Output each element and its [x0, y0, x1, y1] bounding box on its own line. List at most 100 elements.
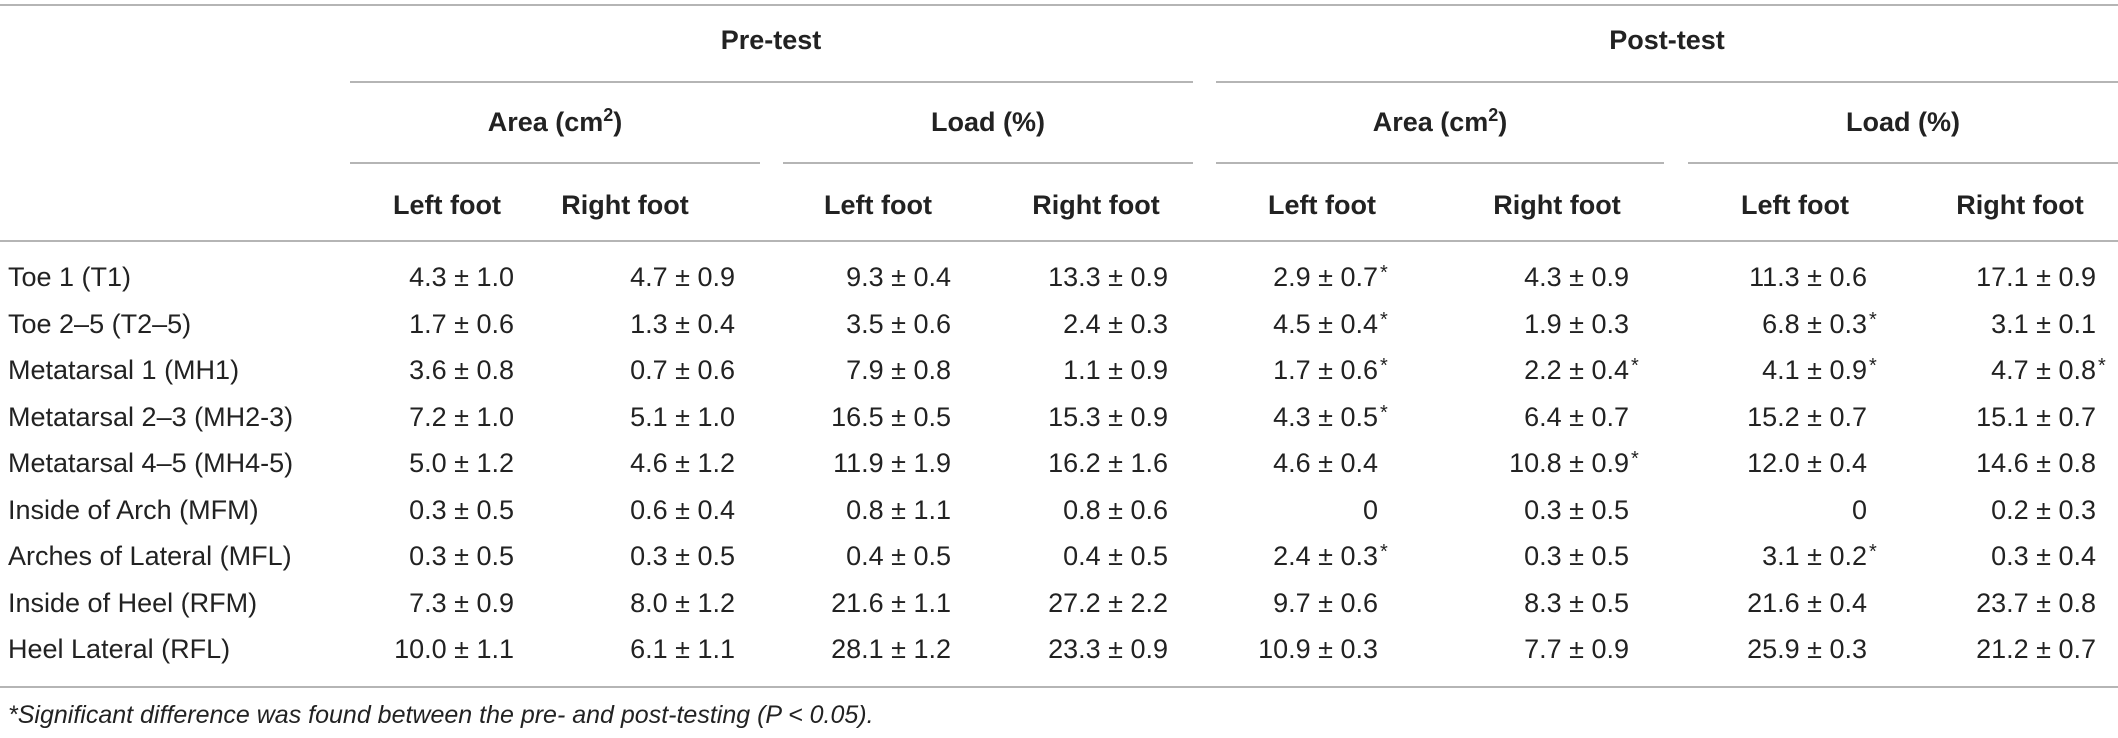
table-cell: 1.1 ± 0.9: [1063, 354, 1168, 386]
cell-value: 10.0 ± 1.1: [394, 634, 514, 664]
row-label: Inside of Arch (MFM): [8, 495, 259, 525]
table-cell: 2.9 ± 0.7: [1273, 261, 1378, 293]
table-cell: 4.3 ± 1.0: [409, 261, 514, 293]
cell-value: 4.3 ± 0.5: [1273, 402, 1378, 432]
significance-marker: *: [1869, 309, 1877, 331]
table-cell: 4.5 ± 0.4: [1273, 308, 1378, 340]
top-rule: [0, 4, 2118, 6]
table-cell: 5.1 ± 1.0: [630, 401, 735, 433]
cell-value: 23.7 ± 0.8: [1976, 588, 2096, 618]
table-cell: 8.0 ± 1.2: [630, 587, 735, 619]
pre-load-rule: [783, 162, 1193, 164]
table-cell: 0.4 ± 0.5: [846, 540, 951, 572]
cell-value: 4.5 ± 0.4: [1273, 309, 1378, 339]
cell-value: 27.2 ± 2.2: [1048, 588, 1168, 618]
cell-value: 7.7 ± 0.9: [1524, 634, 1629, 664]
table-cell: 25.9 ± 0.3: [1747, 633, 1867, 665]
subgroup-header-pre-area: Area (cm2): [487, 105, 623, 137]
cell-value: 9.7 ± 0.6: [1273, 588, 1378, 618]
table-cell: 9.3 ± 0.4: [846, 261, 951, 293]
cell-value: 16.5 ± 0.5: [831, 402, 951, 432]
table-cell: 15.2 ± 0.7: [1747, 401, 1867, 433]
cell-value: 0.7 ± 0.6: [630, 355, 735, 385]
cell-value: 6.1 ± 1.1: [630, 634, 735, 664]
cell-value: 2.9 ± 0.7: [1273, 262, 1378, 292]
table-cell: 4.7 ± 0.9: [630, 261, 735, 293]
table-cell: 7.7 ± 0.9: [1524, 633, 1629, 665]
row-label: Arches of Lateral (MFL): [8, 541, 292, 571]
significance-marker: *: [1631, 448, 1639, 470]
table-cell: 14.6 ± 0.8: [1976, 447, 2096, 479]
table-cell: 10.0 ± 1.1: [394, 633, 514, 665]
table-cell: 7.2 ± 1.0: [409, 401, 514, 433]
column-header: Left foot: [393, 190, 501, 220]
table-cell: 1.3 ± 0.4: [630, 308, 735, 340]
table-cell: 2.4 ± 0.3: [1063, 308, 1168, 340]
row-label: Metatarsal 1 (MH1): [8, 355, 240, 385]
row-label: Toe 2–5 (T2–5): [8, 309, 192, 339]
table-cell: 15.3 ± 0.9: [1048, 401, 1168, 433]
cell-value: 4.6 ± 1.2: [630, 448, 735, 478]
table-cell: 0.3 ± 0.5: [1524, 540, 1629, 572]
significance-marker: *: [1380, 402, 1388, 424]
significance-marker: *: [1631, 355, 1639, 377]
pre-area-rule: [350, 162, 760, 164]
table-cell: 7.9 ± 0.8: [846, 354, 951, 386]
cell-value: 0.8 ± 0.6: [1063, 495, 1168, 525]
table-cell: 10.9 ± 0.3: [1258, 633, 1378, 665]
cell-value: 28.1 ± 1.2: [831, 634, 951, 664]
table-cell: 10.8 ± 0.9: [1509, 447, 1629, 479]
table-cell: 6.4 ± 0.7: [1524, 401, 1629, 433]
cell-value: 0: [1362, 495, 1378, 525]
cell-value: 1.9 ± 0.3: [1524, 309, 1629, 339]
cell-value: 7.3 ± 0.9: [409, 588, 514, 618]
table-cell: 0.6 ± 0.4: [630, 494, 735, 526]
table-cell: 3.1 ± 0.2: [1762, 540, 1867, 572]
cell-value: 0.2 ± 0.3: [1991, 495, 2096, 525]
cell-value: 0.3 ± 0.5: [1524, 541, 1629, 571]
cell-value: 12.0 ± 0.4: [1747, 448, 1867, 478]
column-header: Right foot: [561, 190, 689, 220]
cell-value: 3.1 ± 0.1: [1991, 309, 2096, 339]
header-bottom-rule: [0, 240, 2118, 242]
cell-value: 0.3 ± 0.5: [1524, 495, 1629, 525]
cell-value: 6.4 ± 0.7: [1524, 402, 1629, 432]
table-cell: 1.7 ± 0.6: [409, 308, 514, 340]
cell-value: 0.3 ± 0.5: [409, 541, 514, 571]
cell-value: 1.1 ± 0.9: [1063, 355, 1168, 385]
subgroup-header-post-load: Load (%): [1846, 107, 1960, 137]
table-cell: 27.2 ± 2.2: [1048, 587, 1168, 619]
table-cell: 2.2 ± 0.4: [1524, 354, 1629, 386]
post-load-rule: [1688, 162, 2118, 164]
cell-value: 15.1 ± 0.7: [1976, 402, 2096, 432]
cell-value: 25.9 ± 0.3: [1747, 634, 1867, 664]
significance-marker: *: [1869, 541, 1877, 563]
table-cell: 0.3 ± 0.5: [1524, 494, 1629, 526]
cell-value: 1.7 ± 0.6: [1273, 355, 1378, 385]
group-header-post-test: Post-test: [1609, 25, 1725, 55]
cell-value: 11.9 ± 1.9: [833, 448, 951, 478]
cell-value: 21.6 ± 0.4: [1747, 588, 1867, 618]
table-cell: 0.3 ± 0.5: [630, 540, 735, 572]
cell-value: 4.3 ± 1.0: [409, 262, 514, 292]
row-label: Inside of Heel (RFM): [8, 588, 258, 618]
cell-value: 0.3 ± 0.5: [409, 495, 514, 525]
table-cell: 17.1 ± 0.9: [1976, 261, 2096, 293]
cell-value: 3.1 ± 0.2: [1762, 541, 1867, 571]
cell-value: 0.3 ± 0.5: [630, 541, 735, 571]
table-cell: 21.6 ± 1.1: [831, 587, 951, 619]
column-header: Right foot: [1032, 190, 1160, 220]
cell-value: 23.3 ± 0.9: [1048, 634, 1168, 664]
significance-marker: *: [2098, 355, 2106, 377]
table-cell: 5.0 ± 1.2: [409, 447, 514, 479]
table-cell: 4.6 ± 0.4: [1273, 447, 1378, 479]
cell-value: 0.3 ± 0.4: [1991, 541, 2096, 571]
table-cell: 7.3 ± 0.9: [409, 587, 514, 619]
cell-value: 0.4 ± 0.5: [846, 541, 951, 571]
cell-value: 13.3 ± 0.9: [1048, 262, 1168, 292]
cell-value: 1.3 ± 0.4: [630, 309, 735, 339]
cell-value: 3.6 ± 0.8: [409, 355, 514, 385]
cell-value: 6.8 ± 0.3: [1762, 309, 1867, 339]
table-cell: 0.8 ± 0.6: [1063, 494, 1168, 526]
post-area-rule: [1216, 162, 1664, 164]
